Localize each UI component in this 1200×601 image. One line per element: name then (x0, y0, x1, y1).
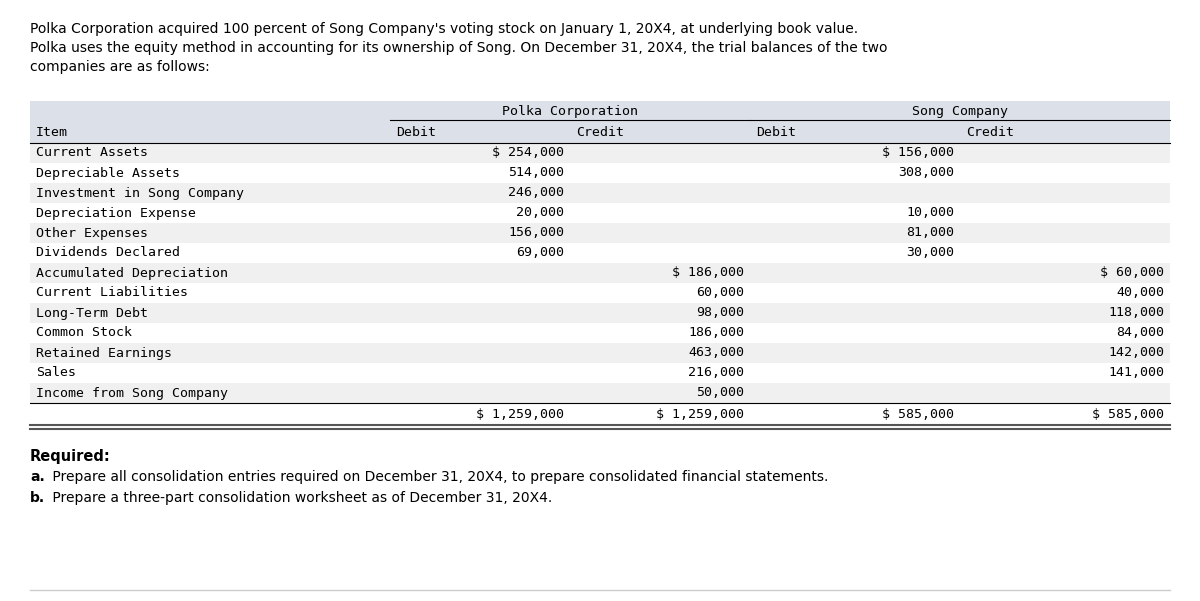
Text: Item: Item (36, 126, 68, 139)
Text: Polka Corporation: Polka Corporation (502, 105, 638, 118)
Text: Depreciable Assets: Depreciable Assets (36, 166, 180, 180)
Bar (30, 283, 1170, 303)
Text: Debit: Debit (396, 126, 436, 139)
Text: 141,000: 141,000 (1108, 367, 1164, 379)
Text: Depreciation Expense: Depreciation Expense (36, 207, 196, 219)
Bar (30, 203, 1170, 223)
Text: 98,000: 98,000 (696, 307, 744, 320)
Text: 10,000: 10,000 (906, 207, 954, 219)
Text: $ 1,259,000: $ 1,259,000 (476, 409, 564, 421)
Text: 246,000: 246,000 (508, 186, 564, 200)
Text: 216,000: 216,000 (688, 367, 744, 379)
Bar (30, 403, 1170, 427)
Text: 463,000: 463,000 (688, 347, 744, 359)
Text: 30,000: 30,000 (906, 246, 954, 260)
Text: Retained Earnings: Retained Earnings (36, 347, 172, 359)
Text: Current Liabilities: Current Liabilities (36, 287, 188, 299)
Text: a.: a. (30, 470, 44, 484)
Text: 514,000: 514,000 (508, 166, 564, 180)
Text: Required:: Required: (30, 449, 110, 464)
Text: Song Company: Song Company (912, 105, 1008, 118)
Bar (30, 143, 1170, 163)
Bar (30, 383, 1170, 403)
Bar (30, 323, 1170, 343)
Text: Current Assets: Current Assets (36, 147, 148, 159)
Text: Other Expenses: Other Expenses (36, 227, 148, 240)
Text: $ 1,259,000: $ 1,259,000 (656, 409, 744, 421)
Bar (30, 243, 1170, 263)
Text: Dividends Declared: Dividends Declared (36, 246, 180, 260)
Bar (30, 363, 1170, 383)
Text: 84,000: 84,000 (1116, 326, 1164, 340)
Bar (30, 163, 1170, 183)
Text: $ 60,000: $ 60,000 (1100, 266, 1164, 279)
Text: Common Stock: Common Stock (36, 326, 132, 340)
Text: $ 156,000: $ 156,000 (882, 147, 954, 159)
Text: Investment in Song Company: Investment in Song Company (36, 186, 244, 200)
Text: 50,000: 50,000 (696, 386, 744, 400)
Text: $ 254,000: $ 254,000 (492, 147, 564, 159)
Bar (30, 183, 1170, 203)
Text: 156,000: 156,000 (508, 227, 564, 240)
Text: companies are as follows:: companies are as follows: (30, 60, 210, 74)
Text: Credit: Credit (576, 126, 624, 139)
Text: 40,000: 40,000 (1116, 287, 1164, 299)
Bar (30, 303, 1170, 323)
Text: b.: b. (30, 491, 46, 505)
Text: Polka uses the equity method in accounting for its ownership of Song. On Decembe: Polka uses the equity method in accounti… (30, 41, 888, 55)
Text: Debit: Debit (756, 126, 796, 139)
Text: $ 585,000: $ 585,000 (1092, 409, 1164, 421)
Bar (30, 223, 1170, 243)
Text: 118,000: 118,000 (1108, 307, 1164, 320)
Text: Prepare all consolidation entries required on December 31, 20X4, to prepare cons: Prepare all consolidation entries requir… (48, 470, 828, 484)
Text: 60,000: 60,000 (696, 287, 744, 299)
Text: 308,000: 308,000 (898, 166, 954, 180)
Text: 186,000: 186,000 (688, 326, 744, 340)
Text: $ 585,000: $ 585,000 (882, 409, 954, 421)
Bar (30, 101, 1170, 143)
Text: Prepare a three-part consolidation worksheet as of December 31, 20X4.: Prepare a three-part consolidation works… (48, 491, 552, 505)
Bar (30, 343, 1170, 363)
Text: Credit: Credit (966, 126, 1014, 139)
Text: Polka Corporation acquired 100 percent of Song Company's voting stock on January: Polka Corporation acquired 100 percent o… (30, 22, 858, 36)
Text: 142,000: 142,000 (1108, 347, 1164, 359)
Text: $ 186,000: $ 186,000 (672, 266, 744, 279)
Text: Sales: Sales (36, 367, 76, 379)
Text: Accumulated Depreciation: Accumulated Depreciation (36, 266, 228, 279)
Text: 69,000: 69,000 (516, 246, 564, 260)
Text: Long-Term Debt: Long-Term Debt (36, 307, 148, 320)
Text: Income from Song Company: Income from Song Company (36, 386, 228, 400)
Text: 20,000: 20,000 (516, 207, 564, 219)
Text: 81,000: 81,000 (906, 227, 954, 240)
Bar (30, 263, 1170, 283)
